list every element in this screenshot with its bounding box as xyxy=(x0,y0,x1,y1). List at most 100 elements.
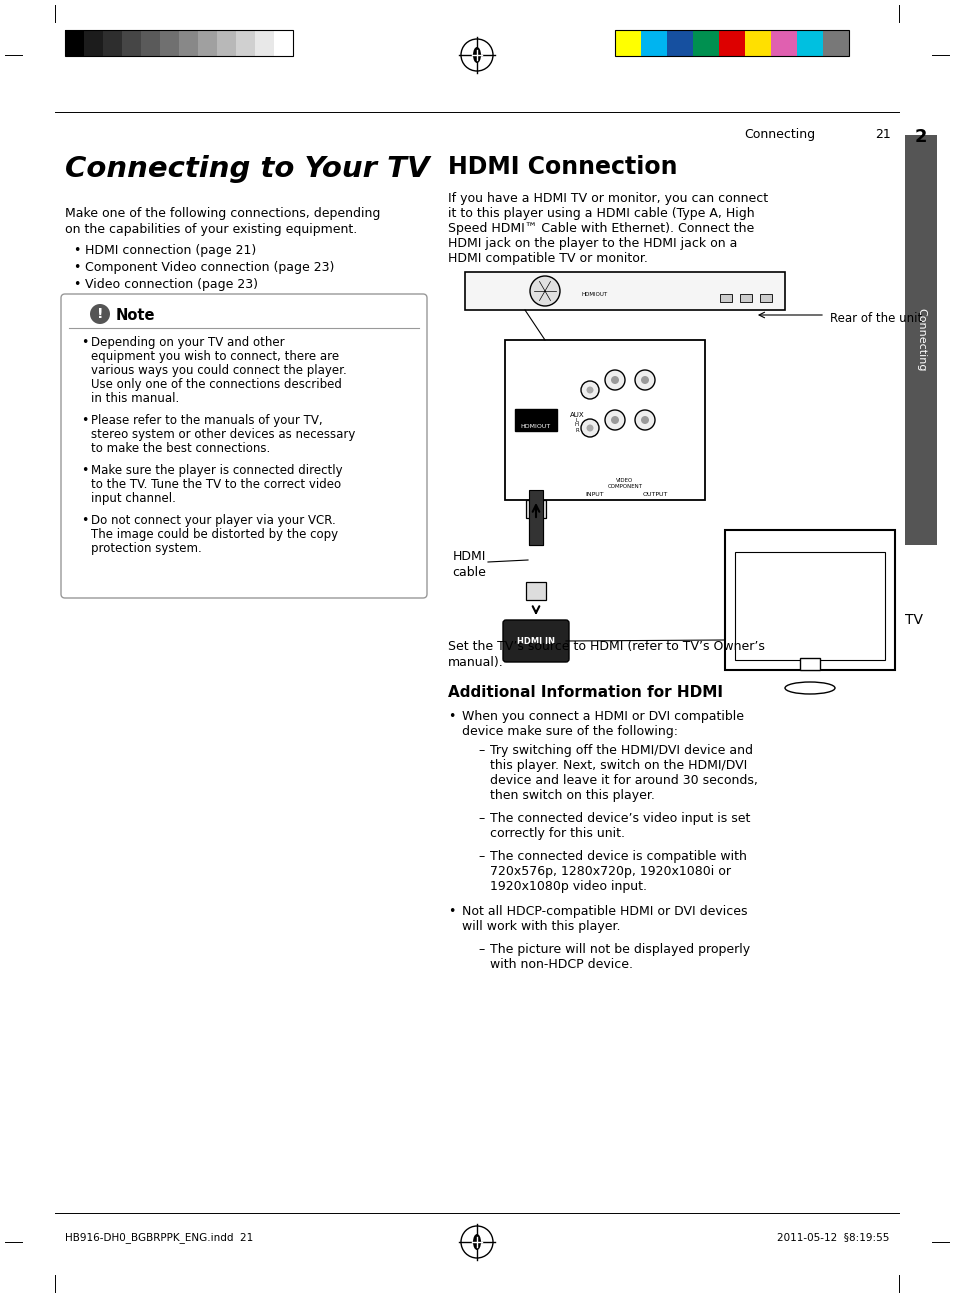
Bar xyxy=(464,272,784,310)
Text: Please refer to the manuals of your TV,: Please refer to the manuals of your TV, xyxy=(91,414,322,427)
Ellipse shape xyxy=(473,1233,480,1250)
Text: The connected device is compatible with: The connected device is compatible with xyxy=(490,850,746,863)
Bar xyxy=(525,582,545,601)
Text: 720x576p, 1280x720p, 1920x1080i or: 720x576p, 1280x720p, 1920x1080i or xyxy=(490,865,730,878)
Text: •: • xyxy=(81,514,89,527)
Bar xyxy=(179,30,198,56)
Text: stereo system or other devices as necessary: stereo system or other devices as necess… xyxy=(91,428,355,441)
Text: When you connect a HDMI or DVI compatible: When you connect a HDMI or DVI compatibl… xyxy=(461,709,743,722)
Circle shape xyxy=(580,419,598,437)
Text: equipment you wish to connect, there are: equipment you wish to connect, there are xyxy=(91,350,338,363)
Text: will work with this player.: will work with this player. xyxy=(461,920,619,933)
Bar xyxy=(615,30,640,56)
Text: 21: 21 xyxy=(874,128,890,141)
Bar xyxy=(740,294,751,302)
Bar xyxy=(724,530,894,671)
Circle shape xyxy=(635,370,655,390)
Text: HDMIOUT: HDMIOUT xyxy=(581,292,607,297)
Bar xyxy=(198,30,216,56)
Text: HDMI Connection: HDMI Connection xyxy=(448,156,677,179)
Bar xyxy=(800,658,820,671)
Text: Speed HDMI™ Cable with Ethernet). Connect the: Speed HDMI™ Cable with Ethernet). Connec… xyxy=(448,222,754,235)
Text: then switch on this player.: then switch on this player. xyxy=(490,789,654,802)
Bar xyxy=(141,30,160,56)
Bar xyxy=(904,135,936,545)
Text: Connecting: Connecting xyxy=(743,128,814,141)
Text: Video connection (page 23): Video connection (page 23) xyxy=(85,278,257,291)
Text: various ways you could connect the player.: various ways you could connect the playe… xyxy=(91,364,346,377)
Text: Not all HDCP-compatible HDMI or DVI devices: Not all HDCP-compatible HDMI or DVI devi… xyxy=(461,905,747,918)
Text: If you have a HDMI TV or monitor, you can connect: If you have a HDMI TV or monitor, you ca… xyxy=(448,192,767,205)
Text: HDMIOUT: HDMIOUT xyxy=(520,424,551,429)
Text: !: ! xyxy=(96,307,103,320)
Text: HDMI jack on the player to the HDMI jack on a: HDMI jack on the player to the HDMI jack… xyxy=(448,237,737,250)
Bar xyxy=(84,30,103,56)
Text: •: • xyxy=(448,709,455,722)
Bar xyxy=(719,30,744,56)
Text: •: • xyxy=(81,414,89,427)
Bar xyxy=(529,501,542,545)
Text: Rear of the unit: Rear of the unit xyxy=(829,313,922,326)
Bar xyxy=(216,30,235,56)
Text: •: • xyxy=(73,278,80,291)
Text: –: – xyxy=(477,744,484,757)
Ellipse shape xyxy=(784,682,834,694)
Text: to make the best connections.: to make the best connections. xyxy=(91,442,270,455)
Text: The connected device’s video input is set: The connected device’s video input is se… xyxy=(490,812,750,825)
Text: •: • xyxy=(73,261,80,274)
Text: COMPONENT: COMPONENT xyxy=(607,484,641,489)
Bar xyxy=(525,501,545,518)
Text: Set the TV’s source to HDMI (refer to TV’s Owner’s: Set the TV’s source to HDMI (refer to TV… xyxy=(448,639,764,652)
Text: –: – xyxy=(477,850,484,863)
Text: Make one of the following connections, depending: Make one of the following connections, d… xyxy=(65,208,380,220)
Text: •: • xyxy=(73,244,80,257)
Bar xyxy=(274,30,293,56)
Text: device and leave it for around 30 seconds,: device and leave it for around 30 second… xyxy=(490,774,757,787)
Circle shape xyxy=(530,276,559,306)
Bar xyxy=(760,294,771,302)
Circle shape xyxy=(580,381,598,399)
FancyBboxPatch shape xyxy=(61,294,427,598)
Text: to the TV. Tune the TV to the correct video: to the TV. Tune the TV to the correct vi… xyxy=(91,479,341,492)
Text: manual).: manual). xyxy=(448,656,503,669)
Circle shape xyxy=(640,376,648,384)
Bar xyxy=(796,30,822,56)
Text: Additional Information for HDMI: Additional Information for HDMI xyxy=(448,685,722,700)
Text: on the capabilities of your existing equipment.: on the capabilities of your existing equ… xyxy=(65,223,356,236)
Text: Connecting to Your TV: Connecting to Your TV xyxy=(65,156,429,183)
Text: input channel.: input channel. xyxy=(91,492,175,505)
Circle shape xyxy=(610,416,618,424)
Bar xyxy=(235,30,254,56)
Bar xyxy=(103,30,122,56)
Text: •: • xyxy=(81,336,89,349)
Text: HDMI compatible TV or monitor.: HDMI compatible TV or monitor. xyxy=(448,252,647,265)
Text: 2011-05-12  §8:19:55: 2011-05-12 §8:19:55 xyxy=(776,1232,888,1243)
Bar xyxy=(254,30,274,56)
Text: AUX: AUX xyxy=(569,412,583,418)
Text: TV: TV xyxy=(904,613,923,626)
Bar xyxy=(720,294,731,302)
Text: Make sure the player is connected directly: Make sure the player is connected direct… xyxy=(91,464,342,477)
FancyBboxPatch shape xyxy=(502,620,568,661)
Text: with non-HDCP device.: with non-HDCP device. xyxy=(490,958,633,971)
Bar xyxy=(504,340,704,501)
Bar xyxy=(65,30,84,56)
Text: OUTPUT: OUTPUT xyxy=(641,492,667,497)
Bar xyxy=(615,30,848,56)
Text: HDMI connection (page 21): HDMI connection (page 21) xyxy=(85,244,256,257)
Bar xyxy=(744,30,770,56)
Text: –: – xyxy=(477,812,484,825)
Circle shape xyxy=(635,410,655,431)
Text: protection system.: protection system. xyxy=(91,542,201,555)
Bar xyxy=(692,30,719,56)
Text: HB916-DH0_BGBRPPK_ENG.indd  21: HB916-DH0_BGBRPPK_ENG.indd 21 xyxy=(65,1232,253,1243)
Text: Use only one of the connections described: Use only one of the connections describe… xyxy=(91,377,341,390)
Text: •: • xyxy=(81,464,89,477)
Bar xyxy=(822,30,848,56)
Ellipse shape xyxy=(473,47,480,64)
Circle shape xyxy=(604,370,624,390)
Bar xyxy=(640,30,666,56)
Text: INPUT: INPUT xyxy=(585,492,603,497)
Text: The image could be distorted by the copy: The image could be distorted by the copy xyxy=(91,528,337,541)
Bar xyxy=(529,490,542,545)
